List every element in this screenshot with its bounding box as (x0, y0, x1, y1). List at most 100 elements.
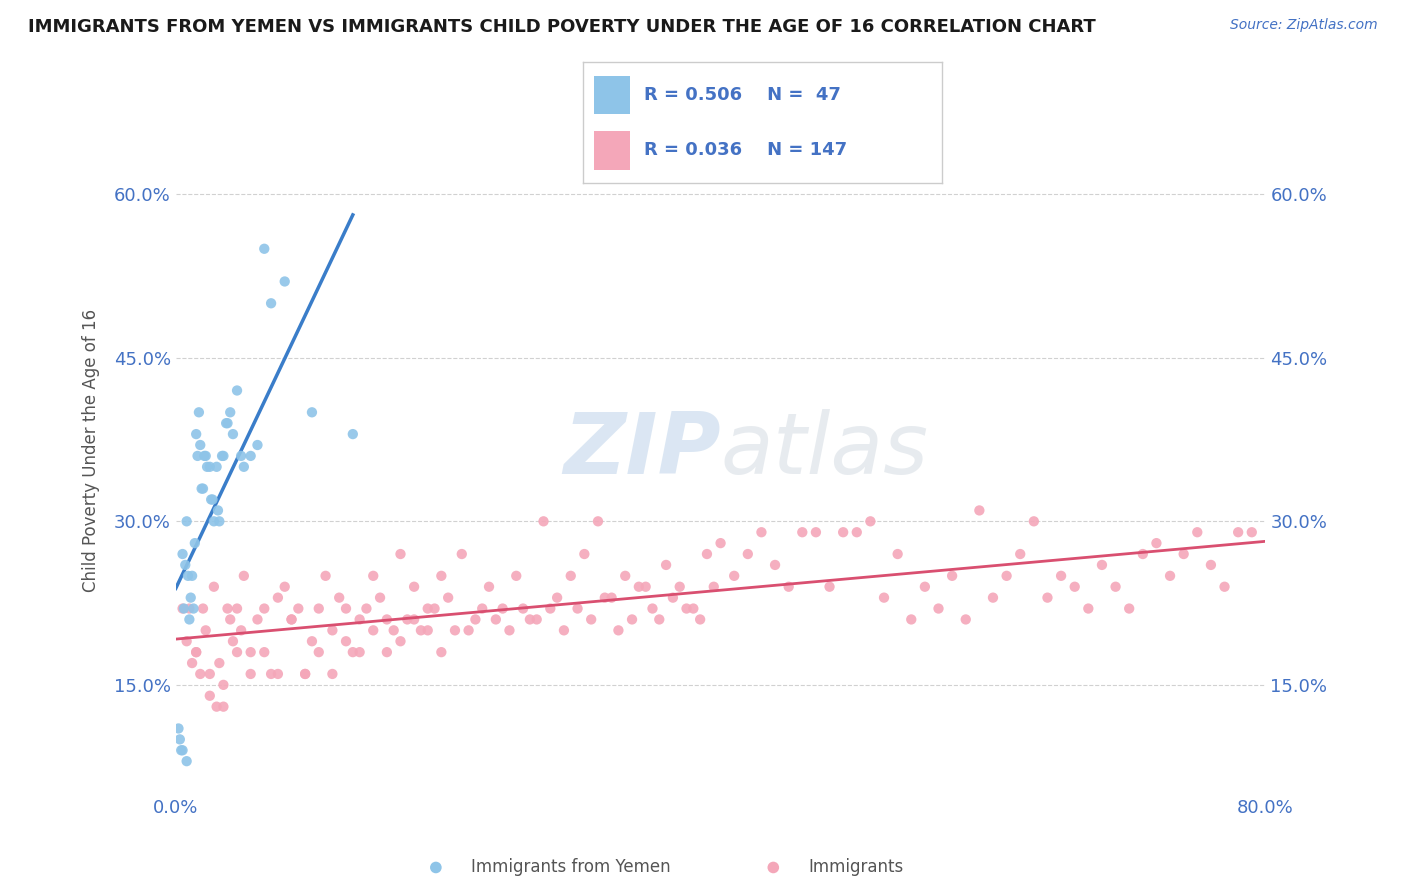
Point (586, 514, 609, 528)
Point (328, 591, 350, 605)
Point (955, 612, 977, 626)
Point (208, 656, 231, 670)
Point (832, 525, 855, 540)
Point (219, 612, 242, 626)
Point (655, 558, 678, 572)
Text: Source: ZipAtlas.com: Source: ZipAtlas.com (1230, 18, 1378, 32)
Point (607, 624, 630, 638)
Point (181, 569, 204, 583)
Point (280, 612, 302, 626)
Point (404, 612, 426, 626)
Point (600, 591, 623, 605)
Point (1227, 525, 1250, 540)
Point (361, 569, 384, 583)
Point (222, 427, 245, 442)
Point (205, 699, 228, 714)
Point (232, 459, 254, 474)
Point (219, 405, 242, 419)
Point (416, 624, 439, 638)
Point (498, 624, 520, 638)
Point (202, 580, 225, 594)
Point (207, 503, 229, 517)
Point (193, 449, 215, 463)
Point (211, 449, 233, 463)
Point (188, 667, 211, 681)
Point (190, 482, 212, 496)
Point (356, 601, 378, 615)
Point (804, 525, 827, 540)
Point (253, 601, 276, 615)
Point (437, 591, 460, 605)
Point (423, 601, 446, 615)
Point (169, 732, 191, 747)
Point (301, 405, 323, 419)
Point (792, 525, 814, 540)
Point (1077, 601, 1099, 615)
Point (246, 438, 269, 452)
Point (1063, 580, 1085, 594)
Point (212, 699, 235, 714)
Point (179, 601, 201, 615)
Point (239, 645, 262, 659)
Point (538, 601, 561, 615)
Point (886, 547, 908, 561)
Point (1187, 525, 1209, 540)
Point (416, 601, 439, 615)
Point (526, 612, 548, 626)
Point (260, 296, 283, 310)
Point (212, 678, 235, 692)
Point (267, 667, 290, 681)
Point (187, 405, 209, 419)
Point (762, 860, 785, 874)
Point (308, 645, 330, 659)
Point (710, 536, 733, 550)
Point (287, 601, 309, 615)
Point (183, 601, 205, 615)
Point (239, 449, 262, 463)
Point (186, 645, 208, 659)
Point (342, 427, 364, 442)
Point (560, 569, 582, 583)
Point (280, 612, 302, 626)
Point (246, 612, 269, 626)
Point (274, 580, 297, 594)
Bar (595, 131, 630, 169)
Point (696, 547, 718, 561)
Point (179, 612, 201, 626)
Point (176, 634, 198, 648)
Point (167, 722, 190, 736)
Point (201, 492, 224, 507)
Point (315, 569, 337, 583)
Point (198, 689, 221, 703)
Point (170, 743, 193, 757)
Point (818, 580, 841, 594)
Point (981, 591, 1004, 605)
Point (1199, 558, 1222, 572)
Point (682, 601, 704, 615)
Point (409, 624, 432, 638)
Point (198, 667, 221, 681)
Point (478, 580, 501, 594)
Point (464, 612, 486, 626)
Point (703, 580, 725, 594)
Point (375, 645, 398, 659)
Point (173, 601, 195, 615)
Point (1010, 547, 1032, 561)
Point (191, 601, 214, 615)
Point (308, 601, 330, 615)
Point (579, 612, 602, 626)
Point (995, 569, 1018, 583)
Point (1132, 547, 1154, 561)
Point (232, 569, 254, 583)
Point (172, 547, 194, 561)
Point (396, 612, 419, 626)
Point (368, 591, 391, 605)
Point (375, 612, 398, 626)
Point (546, 591, 568, 605)
Point (217, 601, 239, 615)
Point (763, 558, 786, 572)
Point (349, 645, 371, 659)
Point (873, 591, 896, 605)
Point (321, 667, 343, 681)
Point (274, 275, 297, 289)
